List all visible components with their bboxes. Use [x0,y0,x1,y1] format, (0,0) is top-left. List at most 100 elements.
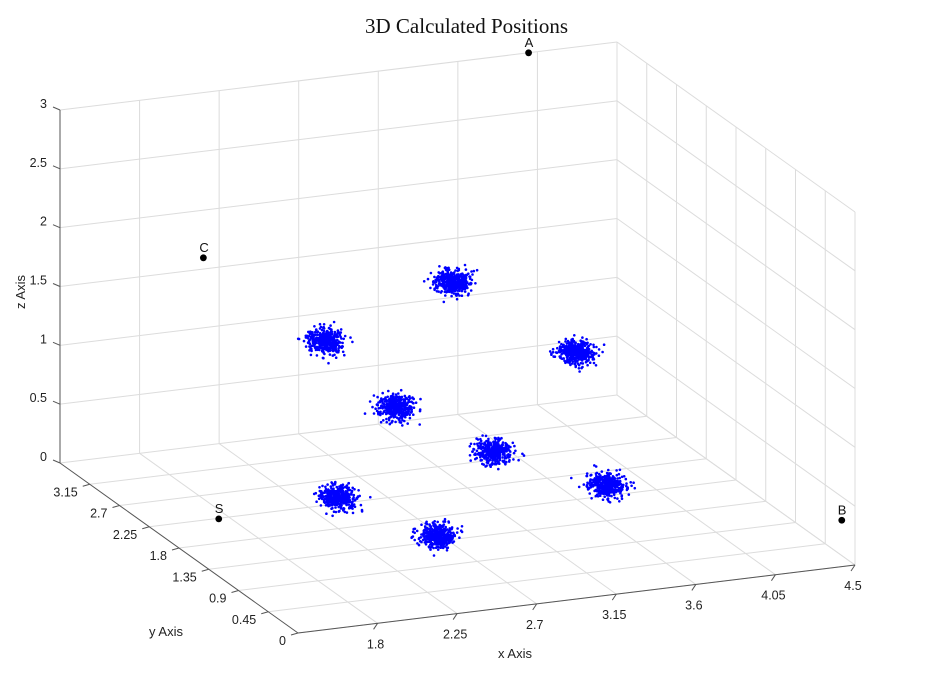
cluster-point [460,279,463,283]
grid-line [616,159,856,331]
cluster-point [348,488,352,492]
cluster-point [420,523,423,526]
cluster-point [408,407,412,410]
cluster-point [496,459,499,463]
cluster-point [455,293,458,297]
cluster-point [323,333,327,337]
cluster-point [316,330,320,334]
cluster-point [477,451,481,455]
y-tick-mark [261,611,269,615]
cluster-point [627,493,631,496]
cluster-point [440,542,443,545]
cluster-point [464,273,468,277]
cluster-point [444,534,448,538]
cluster-point [581,346,584,350]
cluster-point [325,512,328,515]
cluster-point [368,400,372,403]
cluster-point [334,501,338,505]
cluster-point [391,394,394,398]
cluster-point [450,279,453,282]
cluster-point [501,456,504,459]
cluster-point [611,475,615,478]
cluster-point [582,350,585,354]
cluster-point [302,339,306,343]
cluster-point [487,437,490,441]
cluster-point [429,539,433,543]
cluster-point [338,333,342,337]
cluster-point [429,286,432,290]
grid-line [59,276,618,346]
cluster-point [340,337,343,340]
cluster-point [380,404,383,408]
cluster-point [594,465,598,468]
cluster-point [608,494,611,497]
cluster-point [333,332,336,336]
cluster-point [351,497,355,501]
cluster-point [463,263,467,267]
cluster-point [505,450,508,453]
cluster-point [434,531,437,534]
cluster-point [438,265,441,268]
cluster-point [435,533,439,536]
cluster-point [395,395,399,399]
cluster-point [604,481,608,485]
z-tick-mark [52,400,61,405]
cluster-point [472,269,476,273]
cluster-point [342,494,346,498]
cluster-point [382,419,385,422]
cluster-point [444,281,447,284]
cluster-point [479,459,483,462]
cluster-point [342,501,345,505]
cluster-point [551,350,555,354]
cluster-point [317,346,321,349]
cluster-point [345,484,349,487]
cluster-point [338,331,341,334]
cluster-point [457,268,461,272]
cluster-point [597,354,601,358]
cluster-point [428,537,431,540]
cluster-point [379,420,383,424]
grid-line [616,100,856,272]
cluster-point [578,370,581,373]
cluster-point [464,280,468,284]
cluster-point [502,452,506,456]
z-tick-mark [52,106,61,111]
cluster-point [570,351,573,355]
cluster-point [586,341,589,345]
cluster-point [568,360,572,363]
cluster-point [620,497,624,501]
cluster-point [398,411,401,415]
cluster-point [404,411,407,415]
cluster-point [589,351,592,355]
cluster-point [429,530,433,534]
cluster-point [605,485,609,489]
cluster-point [412,413,415,417]
cluster-point [469,459,473,462]
cluster-point [471,273,474,276]
cluster-point [371,405,374,409]
grid-line [268,543,826,613]
cluster-point [498,445,501,449]
cluster-point [326,501,330,505]
cluster-point [421,538,425,542]
cluster-point [501,447,504,451]
cluster-point [414,401,418,405]
x-tick-mark [611,593,617,601]
grid-line [59,218,618,287]
cluster-point [574,356,577,360]
x-tick-mark [771,574,776,581]
cluster-point [460,294,464,298]
cluster-point [305,334,309,338]
cluster-point [317,342,320,345]
cluster-point [433,538,436,541]
cluster-point [620,475,624,479]
cluster-point [481,451,484,455]
cluster-point [492,440,495,444]
cluster-point [452,532,455,535]
cluster-point [445,291,448,294]
cluster-point [465,284,468,287]
cluster-point [394,393,398,396]
cluster-point [429,271,433,275]
cluster-point [624,477,628,481]
cluster-point [576,355,579,358]
